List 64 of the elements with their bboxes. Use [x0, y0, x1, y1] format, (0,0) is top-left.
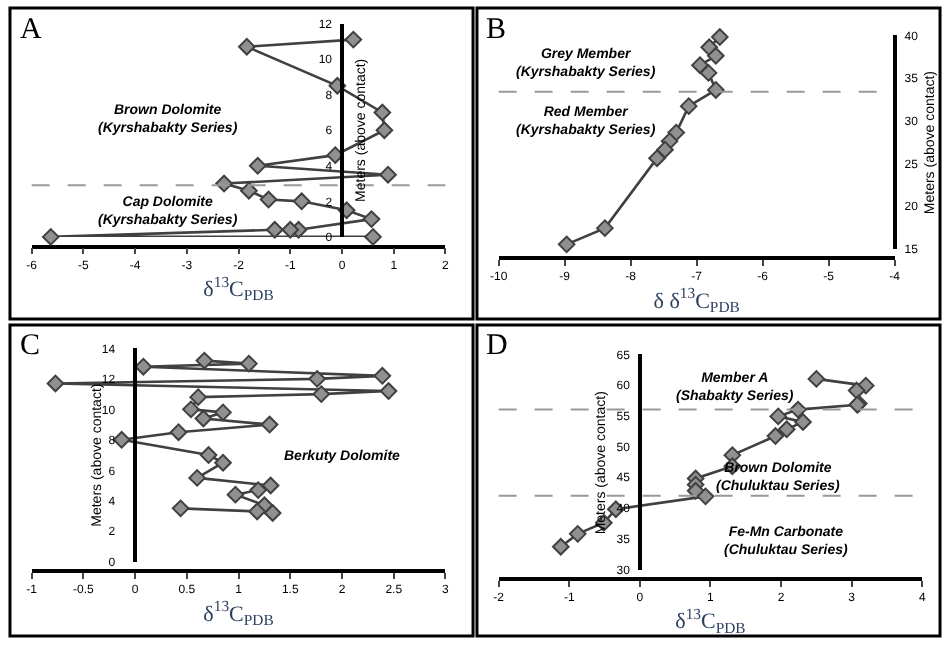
point: [568, 525, 587, 543]
point: [807, 370, 826, 388]
point: [691, 56, 709, 75]
point: [326, 146, 345, 164]
chart-title: A: [20, 14, 42, 46]
point: [240, 181, 258, 200]
point: [248, 156, 267, 175]
point: [710, 28, 729, 46]
x-axis-title: δ$^{13}$C$_{PDB}$: [203, 597, 274, 630]
point: [364, 228, 382, 246]
point: [379, 165, 397, 184]
point: [551, 537, 570, 556]
x-axis-title: δ$^{13}$C$_{PDB}$: [203, 272, 274, 305]
point: [557, 235, 576, 254]
point: [226, 485, 245, 504]
point: [263, 504, 282, 522]
point: [195, 351, 214, 370]
point: [259, 190, 278, 209]
point: [171, 499, 190, 518]
point: [238, 37, 256, 56]
point: [312, 385, 331, 403]
point: [41, 228, 60, 246]
point: [696, 487, 715, 506]
point: [292, 192, 311, 211]
point: [265, 220, 284, 239]
x-axis-title: δ δ$^{13}$C$_{PDB}$: [653, 284, 740, 317]
point: [112, 431, 131, 449]
point: [379, 382, 398, 400]
point: [648, 149, 666, 167]
point: [169, 423, 188, 441]
point: [777, 420, 796, 439]
chart-title: C: [20, 330, 41, 362]
point: [281, 220, 300, 239]
point: [373, 103, 392, 122]
point: [344, 30, 363, 49]
point: [373, 367, 392, 385]
point: [249, 481, 268, 499]
point: [847, 381, 866, 400]
point: [248, 502, 266, 521]
point: [679, 97, 698, 115]
point: [308, 370, 326, 388]
x-axis-title: δ$^{13}$C$_{PDB}$: [675, 605, 746, 638]
point: [182, 400, 200, 419]
chart-title: B: [486, 14, 507, 46]
point: [260, 415, 279, 434]
point: [794, 413, 812, 431]
point: [375, 121, 394, 140]
point: [769, 407, 788, 426]
point: [188, 469, 206, 487]
point: [199, 446, 218, 464]
point: [766, 427, 785, 445]
point: [214, 403, 232, 422]
point: [699, 64, 718, 82]
point: [194, 409, 213, 428]
point: [707, 47, 725, 65]
point: [46, 374, 65, 393]
point: [707, 81, 725, 99]
point: [362, 210, 381, 228]
point: [189, 388, 208, 406]
point: [240, 354, 258, 373]
chart-title: D: [486, 330, 508, 362]
point: [214, 453, 232, 472]
point: [261, 476, 280, 495]
point: [596, 219, 614, 237]
